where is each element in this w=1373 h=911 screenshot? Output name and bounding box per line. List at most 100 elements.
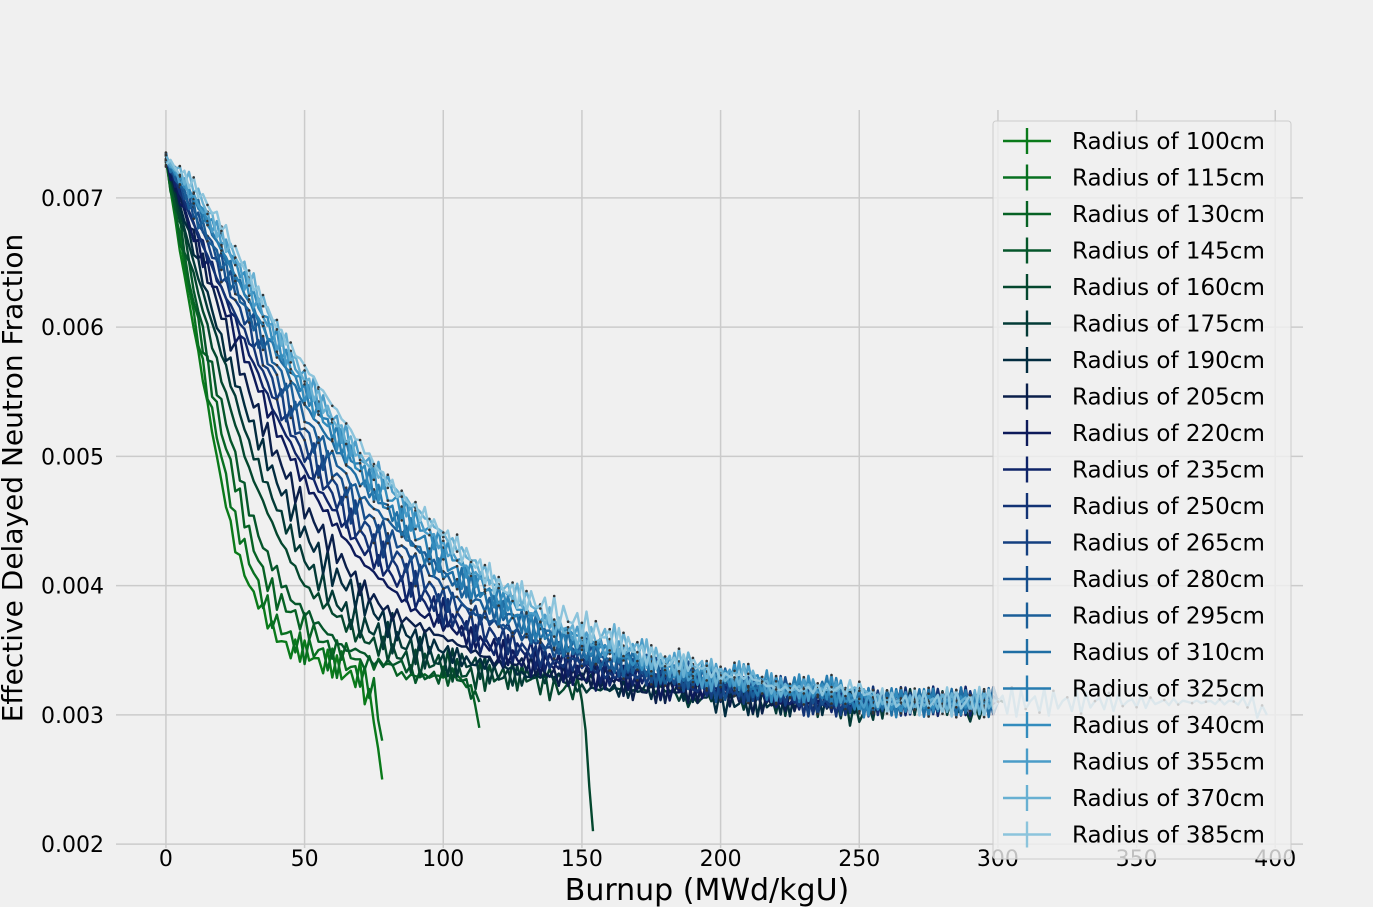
data-point — [566, 652, 570, 655]
data-point — [677, 669, 681, 673]
data-point — [885, 696, 889, 700]
data-point — [650, 644, 653, 647]
data-point — [539, 641, 542, 645]
data-point — [317, 441, 320, 445]
data-point — [164, 151, 168, 154]
data-point — [511, 616, 514, 620]
data-point — [178, 173, 182, 177]
legend-entry: Radius of 100cm — [1003, 128, 1265, 155]
legend-entry: Radius of 250cm — [1003, 493, 1265, 520]
data-point — [747, 672, 750, 676]
data-point — [511, 599, 514, 603]
data-point — [525, 589, 528, 593]
data-point — [497, 625, 501, 628]
data-point — [525, 632, 528, 636]
data-point — [414, 584, 417, 588]
data-point — [372, 478, 376, 482]
legend-label: Radius of 205cm — [1072, 385, 1265, 411]
data-point — [331, 475, 334, 479]
data-point — [830, 690, 833, 694]
x-tick-label: 50 — [291, 847, 319, 872]
data-point — [386, 532, 390, 535]
data-point — [677, 660, 681, 663]
data-point — [331, 404, 334, 408]
data-point — [358, 469, 362, 473]
data-point — [317, 413, 320, 416]
data-point — [511, 631, 514, 635]
data-point — [247, 309, 251, 312]
data-point — [566, 656, 570, 660]
data-point — [483, 610, 487, 613]
data-point — [414, 545, 417, 548]
data-point — [691, 656, 695, 660]
data-point — [885, 712, 889, 715]
legend-label: Radius of 160cm — [1072, 275, 1265, 301]
legend: Radius of 100cm Radius of 115cm Radius of … — [992, 120, 1292, 860]
data-point — [691, 674, 695, 678]
data-point — [705, 679, 708, 682]
data-point — [747, 662, 750, 666]
data-point — [650, 655, 653, 658]
data-point — [386, 473, 390, 477]
legend-label: Radius of 100cm — [1072, 129, 1265, 155]
data-point — [303, 427, 306, 430]
data-point — [650, 674, 653, 678]
legend-frame — [992, 120, 1292, 860]
data-point — [344, 442, 348, 446]
data-point — [386, 486, 390, 490]
data-point — [733, 686, 736, 690]
data-point — [941, 691, 944, 694]
data-point — [552, 635, 556, 638]
data-point — [982, 715, 986, 719]
data-point — [372, 541, 376, 545]
data-point — [178, 164, 182, 168]
data-point — [414, 527, 417, 531]
data-point — [289, 416, 293, 420]
data-point — [608, 637, 611, 641]
data-point — [455, 587, 459, 591]
data-point — [206, 212, 209, 216]
data-point — [927, 715, 930, 718]
data-point — [428, 562, 431, 566]
data-point — [608, 627, 611, 631]
data-point — [192, 176, 195, 179]
data-point — [525, 611, 528, 614]
data-point — [747, 684, 750, 688]
data-point — [386, 507, 390, 510]
data-point — [830, 673, 833, 677]
data-point — [400, 519, 404, 522]
data-point — [871, 710, 875, 713]
data-point — [747, 701, 750, 705]
data-point — [719, 698, 722, 702]
data-point — [705, 659, 708, 663]
data-point — [220, 268, 223, 272]
data-point — [968, 693, 972, 697]
data-point — [331, 438, 334, 441]
data-point — [497, 604, 501, 607]
data-point — [733, 694, 736, 698]
data-point — [650, 670, 653, 673]
legend-label: Radius of 355cm — [1072, 750, 1265, 776]
data-point — [594, 640, 598, 644]
y-tick-label: 0.006 — [41, 316, 104, 341]
data-point — [275, 373, 279, 377]
data-point — [220, 229, 223, 233]
data-point — [552, 646, 556, 650]
data-point — [608, 652, 611, 656]
data-point — [511, 581, 514, 584]
data-point — [206, 219, 209, 223]
data-point — [788, 696, 792, 699]
data-point — [275, 318, 279, 322]
data-point — [816, 712, 819, 716]
data-point — [414, 538, 417, 542]
data-point — [830, 706, 833, 709]
data-point — [774, 680, 778, 683]
data-point — [428, 517, 431, 521]
data-point — [275, 328, 279, 331]
data-point — [913, 707, 916, 711]
data-point — [955, 688, 958, 692]
series-line — [164, 162, 384, 741]
data-point — [608, 669, 611, 672]
data-point — [234, 263, 237, 267]
